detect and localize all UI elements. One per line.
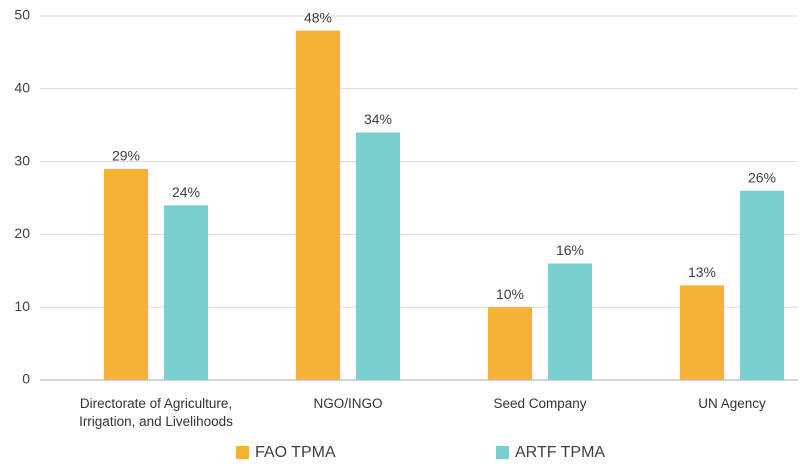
bar	[296, 30, 340, 381]
bar	[548, 263, 592, 380]
bar	[356, 132, 400, 380]
x-tick-label: Directorate of Agriculture, Irrigation, …	[79, 396, 233, 429]
legend-swatch	[236, 446, 249, 459]
value-label: 26%	[748, 169, 776, 185]
value-label: 10%	[496, 286, 524, 302]
bar	[488, 307, 532, 380]
value-label: 48%	[304, 9, 332, 25]
x-tick-label: NGO/INGO	[313, 396, 383, 411]
x-tick-label: UN Agency	[698, 396, 766, 411]
y-tick-label: 30	[14, 152, 30, 168]
y-tick-label: 20	[14, 225, 30, 241]
legend-label: ARTF TPMA	[515, 444, 605, 461]
bar	[740, 190, 784, 380]
value-label: 13%	[688, 264, 716, 280]
legend-swatch	[496, 446, 509, 459]
bar	[680, 285, 724, 380]
bar	[104, 168, 148, 380]
value-label: 34%	[364, 111, 392, 127]
y-tick-label: 40	[14, 80, 30, 96]
value-label: 16%	[556, 242, 584, 258]
x-tick-label: Seed Company	[493, 396, 587, 411]
bar	[164, 205, 208, 380]
y-tick-label: 10	[14, 298, 30, 314]
legend-label: FAO TPMA	[255, 444, 336, 461]
y-tick-label: 50	[14, 7, 30, 23]
value-label: 24%	[172, 184, 200, 200]
value-label: 29%	[112, 148, 140, 164]
y-tick-label: 0	[22, 371, 30, 387]
